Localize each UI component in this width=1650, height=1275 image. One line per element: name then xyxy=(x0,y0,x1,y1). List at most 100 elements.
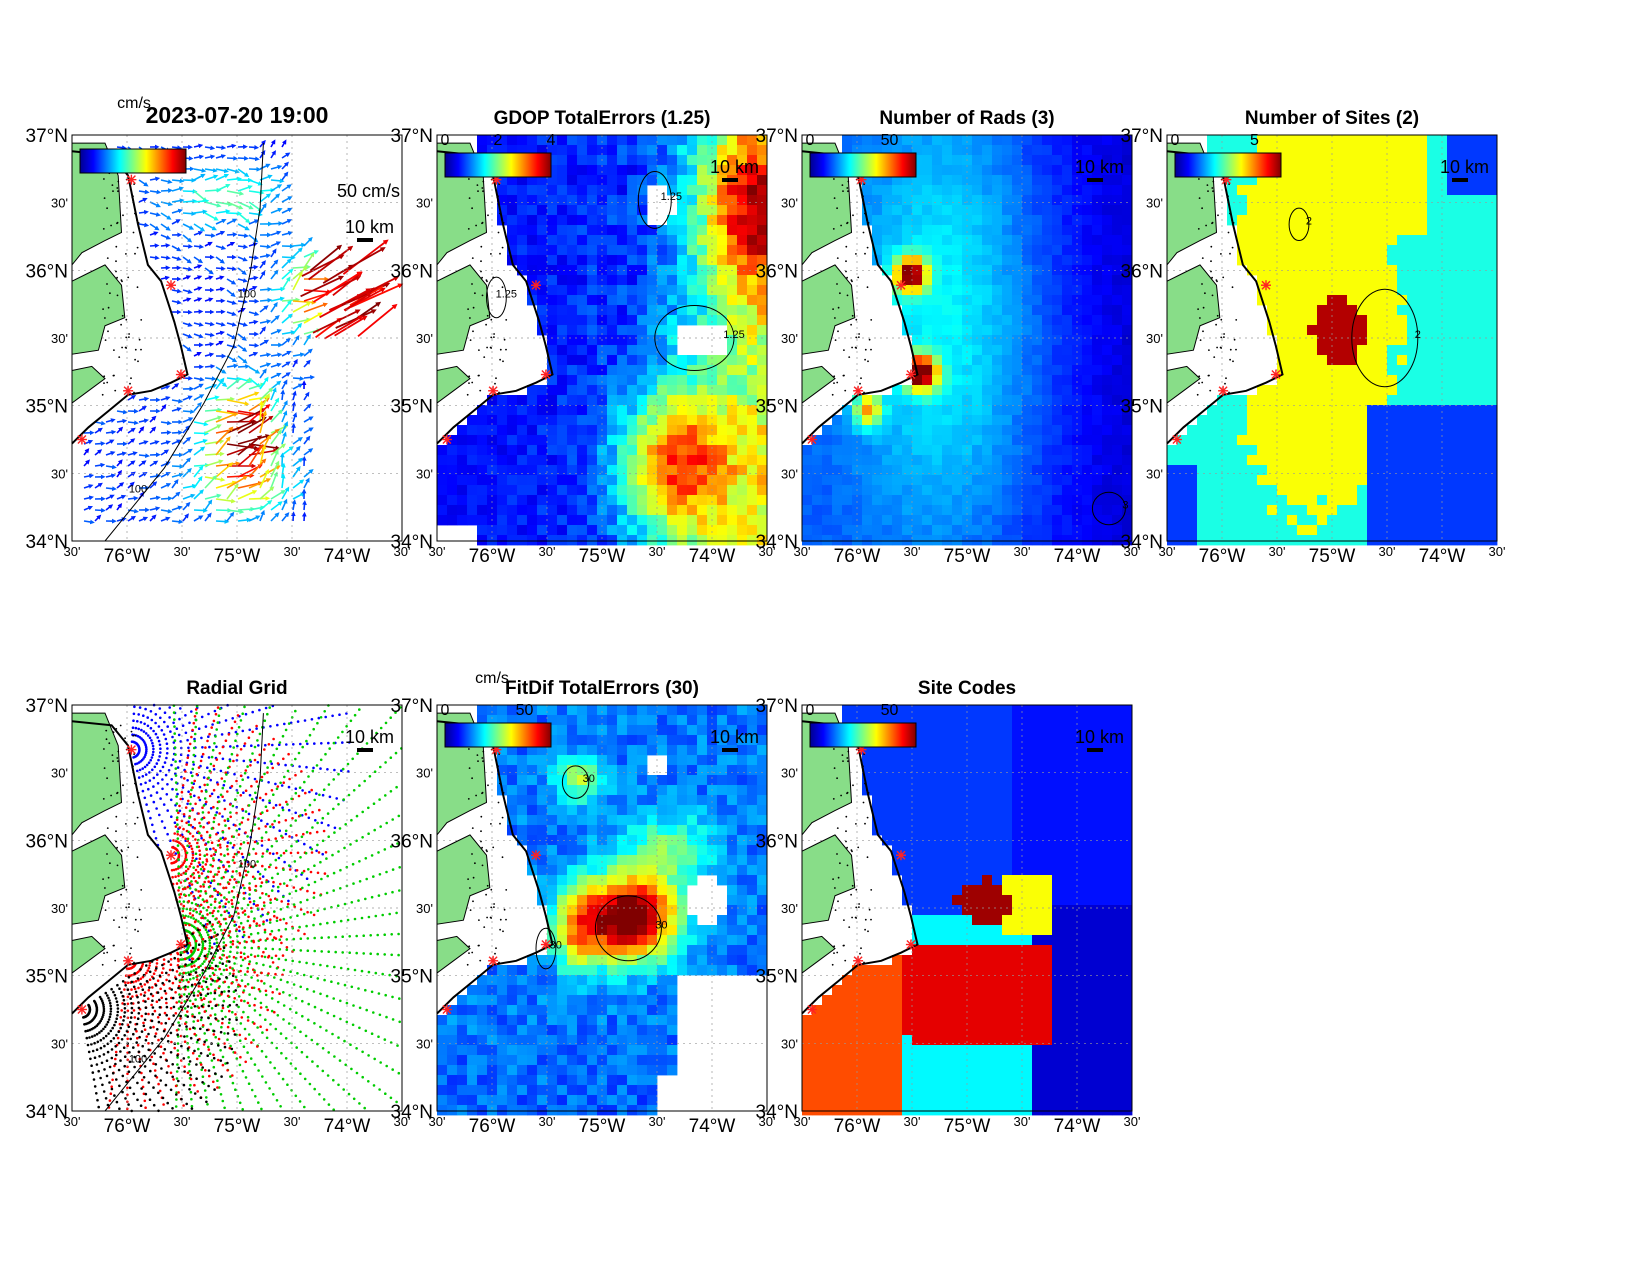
field-cell xyxy=(1377,485,1388,496)
field-cell xyxy=(1487,425,1498,436)
shoreline-dot xyxy=(1233,338,1236,341)
radial-grid-point xyxy=(165,752,169,755)
field-cell xyxy=(1427,395,1438,406)
field-cell xyxy=(1052,335,1063,346)
field-cell xyxy=(1427,255,1438,266)
field-cell xyxy=(1072,435,1083,446)
current-arrow xyxy=(281,431,287,445)
radial-grid-point xyxy=(207,735,210,738)
field-cell xyxy=(1407,205,1418,216)
field-cell xyxy=(457,485,468,496)
field-cell xyxy=(1467,335,1478,346)
field-cell xyxy=(1437,225,1448,236)
radial-grid-point xyxy=(198,798,202,802)
field-cell xyxy=(1377,165,1388,176)
field-cell xyxy=(727,385,738,396)
field-cell xyxy=(1487,215,1498,226)
field-cell xyxy=(617,315,628,326)
field-cell xyxy=(912,485,923,496)
field-cell xyxy=(872,505,883,516)
field-cell xyxy=(477,515,488,526)
field-cell xyxy=(557,485,568,496)
field-cell xyxy=(1277,335,1288,346)
current-arrow xyxy=(292,390,297,401)
field-cell xyxy=(912,325,923,336)
field-cell xyxy=(617,535,628,546)
field-cell xyxy=(932,235,943,246)
field-cell xyxy=(932,135,943,146)
field-cell xyxy=(972,185,983,196)
field-cell xyxy=(1397,395,1408,406)
field-cell xyxy=(547,395,558,406)
field-cell xyxy=(647,405,658,416)
field-cell xyxy=(1167,505,1178,516)
field-cell xyxy=(587,345,598,356)
radial-grid-point xyxy=(248,897,251,900)
field-cell xyxy=(1022,525,1033,536)
field-cell xyxy=(1002,295,1013,306)
current-arrow xyxy=(83,505,94,511)
field-cell xyxy=(862,185,873,196)
field-cell xyxy=(1012,145,1023,156)
field-cell xyxy=(882,485,893,496)
field-cell xyxy=(1467,525,1478,536)
current-arrow xyxy=(182,417,194,423)
field-cell xyxy=(1032,335,1043,346)
current-arrow xyxy=(270,449,279,467)
radial-grid-point xyxy=(284,832,288,836)
field-cell xyxy=(982,515,993,526)
field-cell xyxy=(737,415,748,426)
lat-tick-label: 30' xyxy=(416,196,433,211)
field-cell xyxy=(1267,175,1278,186)
field-cell xyxy=(497,405,508,416)
site-marker-stroke xyxy=(166,280,176,290)
radial-grid-point xyxy=(161,778,164,781)
field-cell xyxy=(617,185,628,196)
field-cell xyxy=(1447,295,1458,306)
field-cell xyxy=(892,485,903,496)
scale-bar-label: 10 km xyxy=(710,157,759,177)
field-cell xyxy=(1052,505,1063,516)
field-cell xyxy=(932,375,943,386)
field-cell xyxy=(1387,145,1398,156)
field-cell xyxy=(1237,455,1248,466)
field-cell xyxy=(922,525,933,536)
field-cell xyxy=(737,395,748,406)
field-cell xyxy=(1347,345,1358,356)
field-cell xyxy=(822,465,833,476)
field-cell xyxy=(1367,535,1378,546)
field-cell xyxy=(577,485,588,496)
field-cell xyxy=(882,535,893,546)
field-cell xyxy=(912,345,923,356)
field-cell xyxy=(597,225,608,236)
field-cell xyxy=(567,375,578,386)
field-cell xyxy=(1457,145,1468,156)
current-arrow xyxy=(204,415,223,423)
field-cell xyxy=(537,145,548,156)
field-cell xyxy=(587,415,598,426)
field-cell xyxy=(952,195,963,206)
field-cell xyxy=(557,395,568,406)
field-cell xyxy=(737,445,748,456)
field-cell xyxy=(577,195,588,206)
current-arrow xyxy=(182,189,198,194)
field-cell xyxy=(587,495,598,506)
field-cell xyxy=(1237,445,1248,456)
field-cell xyxy=(922,485,933,496)
shoreline-dot xyxy=(475,224,477,227)
field-cell xyxy=(747,215,758,226)
field-cell xyxy=(962,225,973,236)
field-cell xyxy=(1437,175,1448,186)
field-cell xyxy=(1032,445,1043,456)
shoreline-dot xyxy=(485,323,487,326)
current-arrow xyxy=(193,438,208,445)
field-cell xyxy=(872,435,883,446)
field-cell xyxy=(882,235,893,246)
radial-grid-point xyxy=(184,731,188,735)
shoreline-dot xyxy=(482,190,484,193)
radial-grid-point xyxy=(160,729,164,732)
field-cell xyxy=(1387,475,1398,486)
field-cell xyxy=(727,195,738,206)
field-cell xyxy=(1447,195,1458,206)
field-cell xyxy=(1397,505,1408,516)
